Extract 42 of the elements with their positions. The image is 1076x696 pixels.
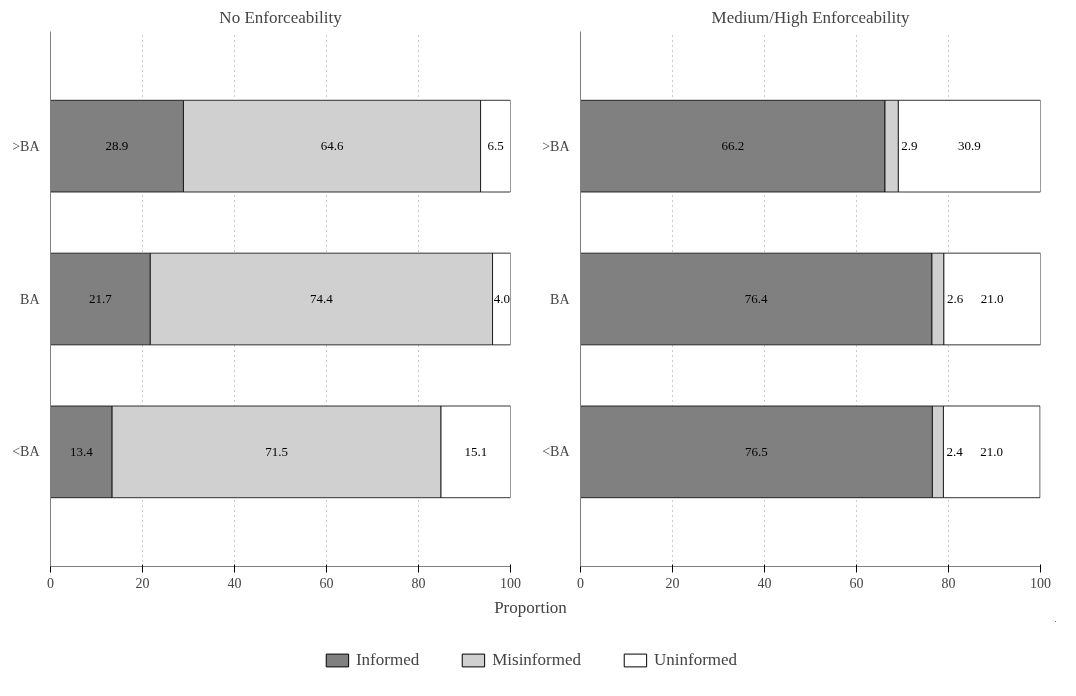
y-tick-label: <BA: [12, 444, 41, 460]
data-label: 2.4: [946, 443, 964, 459]
legend-label: Uninformed: [653, 650, 738, 670]
data-label: 71.5: [265, 443, 288, 459]
y-tick-label: BA: [20, 291, 41, 307]
data-label: 2.6: [946, 291, 964, 306]
y-tick-label: >BA: [12, 138, 41, 154]
data-label: 6.5: [487, 138, 504, 154]
y-tick-label: BA: [550, 291, 571, 307]
x-tick-label: 20: [135, 575, 150, 591]
x-tick-label: 60: [849, 575, 864, 591]
legend-label: Misinformed: [492, 650, 581, 670]
data-label: 76.5: [745, 443, 768, 459]
data-label: 21.0: [980, 291, 1004, 306]
chart-title: Medium/High Enforceability: [711, 7, 910, 27]
y-tick-label: >BA: [542, 138, 571, 154]
x-tick-label: 40: [227, 575, 242, 591]
data-label: 21.7: [89, 291, 113, 306]
data-label: 28.9: [105, 138, 129, 154]
x-tick-label: 0: [577, 575, 584, 591]
x-tick-label: 40: [757, 575, 772, 591]
x-tick-label: 100: [500, 575, 521, 591]
x-axis-title: Proportion: [494, 597, 568, 617]
data-label: 21.0: [980, 443, 1004, 459]
x-tick-label: 20: [665, 575, 680, 591]
data-label: 66.2: [721, 138, 745, 154]
y-tick-label: <BA: [542, 444, 571, 460]
data-label: 74.4: [310, 291, 334, 306]
data-label: 4.0: [493, 291, 510, 306]
x-tick-label: 60: [319, 575, 334, 591]
data-label: 13.4: [69, 443, 94, 459]
legend-label: Informed: [355, 650, 420, 670]
chart-title: No Enforceability: [219, 7, 343, 27]
data-label: 15.1: [464, 443, 488, 459]
x-tick-label: 100: [1030, 575, 1051, 591]
x-tick-label: 80: [941, 575, 956, 591]
data-label: 76.4: [744, 291, 769, 306]
data-label: 2.9: [901, 138, 918, 154]
data-label: 30.9: [958, 138, 981, 154]
x-tick-label: 80: [411, 575, 426, 591]
data-label: 64.6: [320, 138, 344, 154]
x-tick-label: 0: [47, 575, 54, 591]
